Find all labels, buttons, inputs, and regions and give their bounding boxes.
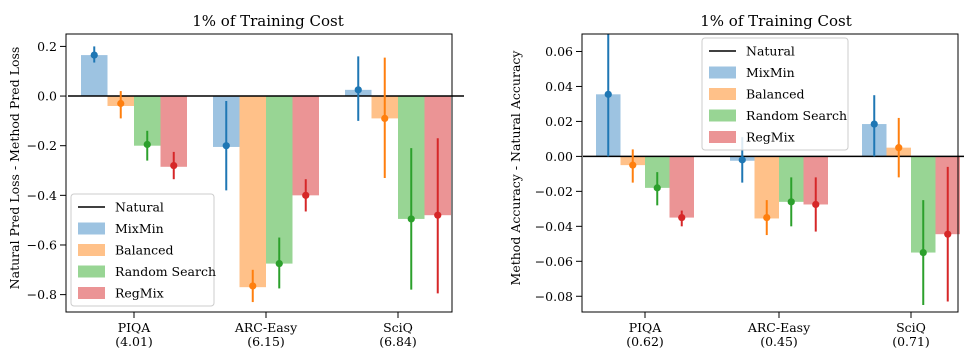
left-point-balanced-sciq [381, 114, 389, 122]
left-point-mixmin-arc-easy [222, 142, 230, 150]
left-point-regmix-arc-easy [302, 191, 310, 199]
right-y-tick-label: 0.06 [545, 44, 573, 59]
right-y-tick-label: −0.02 [535, 184, 573, 199]
left-y-tick-label: 0.0 [37, 89, 57, 104]
left-bar-balanced-arc-easy [239, 96, 266, 288]
right-legend-natural-label: Natural [746, 44, 795, 59]
right-y-tick-label: 0.04 [545, 79, 573, 94]
right-y-tick-label: −0.08 [535, 289, 573, 304]
right-point-balanced-piqa [629, 161, 637, 169]
right-point-mixmin-sciq [870, 120, 878, 128]
left-y-tick-label: −0.8 [27, 287, 57, 302]
right-x-tick-label: PIQA [629, 320, 663, 335]
right-plot-frame [581, 33, 959, 313]
left-point-mixmin-piqa [90, 51, 98, 59]
left-point-balanced-arc-easy [249, 282, 257, 290]
right-point-random-search-piqa [653, 184, 661, 192]
right-x-tick-label: SciQ [896, 320, 926, 335]
left-plot-frame [65, 33, 453, 313]
right-bar-regmix-piqa [669, 156, 694, 218]
right-legend-balanced-swatch [709, 88, 736, 100]
right-x-tick-sublabel: (0.62) [626, 334, 664, 349]
right-legend-mixmin-swatch [709, 66, 736, 79]
right-y-tick-label: −0.06 [535, 254, 573, 269]
left-point-random-search-arc-easy [275, 259, 283, 268]
right-x-tick-label: ARC-Easy [747, 320, 811, 335]
right-point-regmix-sciq [944, 230, 952, 238]
right-y-axis-label: Method Accuracy - Natural Accuracy [508, 50, 523, 286]
left-legend-regmix-label: RegMix [115, 286, 164, 301]
left-chart: 1% of Training Cost Natural Pred Loss - … [7, 12, 464, 349]
left-chart-title: 1% of Training Cost [192, 12, 344, 30]
right-x-tick-sublabel: (0.71) [892, 334, 930, 349]
left-legend-balanced-label: Balanced [115, 243, 174, 258]
right-point-regmix-arc-easy [812, 200, 820, 209]
right-y-tick-label: −0.04 [535, 219, 573, 234]
left-x-tick-label: ARC-Easy [234, 320, 298, 335]
left-y-tick-label: −0.6 [27, 237, 57, 252]
left-y-tick-label: −0.4 [27, 188, 57, 203]
right-legend-random-search-label: Random Search [746, 108, 847, 123]
left-legend-mixmin-label: MixMin [115, 221, 164, 236]
left-y-tick-label: −0.2 [27, 138, 57, 153]
left-point-random-search-sciq [407, 215, 415, 223]
left-legend-mixmin-swatch [78, 222, 105, 235]
right-point-mixmin-arc-easy [738, 156, 746, 164]
left-x-tick-label: SciQ [383, 320, 413, 335]
right-y-tick-label: 0.00 [545, 149, 573, 164]
left-point-random-search-piqa [143, 140, 151, 149]
left-x-tick-sublabel: (6.15) [247, 334, 285, 349]
left-point-regmix-sciq [434, 211, 442, 219]
right-legend-regmix-label: RegMix [746, 130, 795, 145]
left-legend-random-search-swatch [78, 265, 105, 278]
left-bar-regmix-arc-easy [292, 96, 319, 196]
left-legend-regmix-swatch [78, 287, 105, 299]
right-chart-title: 1% of Training Cost [700, 12, 852, 30]
left-point-mixmin-sciq [354, 86, 362, 94]
left-legend-random-search-label: Random Search [115, 264, 216, 279]
right-y-tick-label: 0.02 [545, 114, 573, 129]
right-point-balanced-sciq [895, 144, 903, 152]
right-point-regmix-piqa [678, 213, 686, 222]
left-point-balanced-piqa [117, 99, 125, 108]
right-legend-regmix-swatch [709, 131, 736, 143]
right-chart: 1% of Training Cost Method Accuracy - Na… [508, 12, 964, 349]
left-y-tick-label: 0.2 [37, 39, 57, 54]
right-legend-box [701, 37, 849, 151]
right-point-balanced-arc-easy [763, 213, 771, 222]
right-point-random-search-arc-easy [787, 198, 795, 206]
right-legend-mixmin-label: MixMin [746, 65, 795, 80]
left-x-tick-label: PIQA [118, 320, 152, 335]
right-point-random-search-sciq [919, 248, 927, 257]
left-x-tick-sublabel: (6.84) [379, 334, 417, 349]
right-x-tick-sublabel: (0.45) [760, 334, 798, 349]
left-legend-natural-label: Natural [115, 200, 164, 215]
right-point-mixmin-piqa [604, 90, 612, 98]
left-bar-random-search-arc-easy [266, 96, 293, 264]
left-legend-box [70, 193, 215, 307]
right-legend-random-search-swatch [709, 109, 736, 122]
left-x-tick-sublabel: (4.01) [115, 334, 153, 349]
left-point-regmix-piqa [170, 161, 178, 170]
right-legend-balanced-label: Balanced [746, 87, 805, 102]
left-legend-balanced-swatch [78, 244, 105, 256]
left-y-axis-label: Natural Pred Loss - Method Pred Loss [7, 47, 22, 290]
